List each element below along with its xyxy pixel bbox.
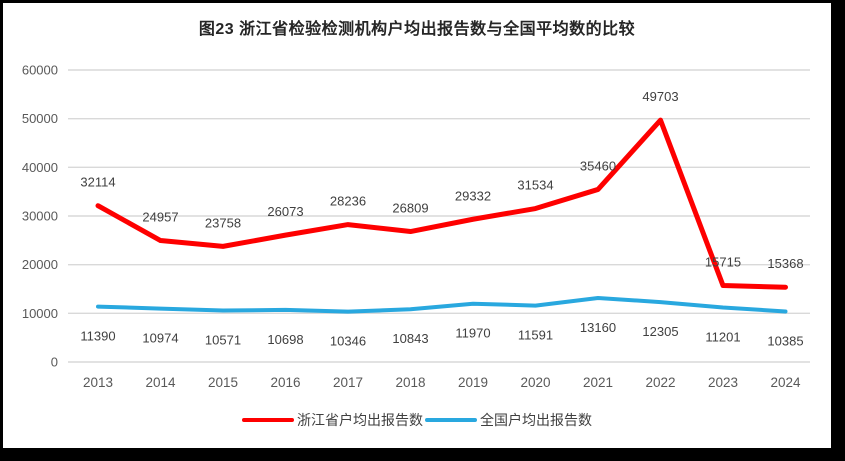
y-tick-label: 30000	[22, 209, 58, 224]
x-tick-label: 2016	[270, 375, 300, 390]
data-label: 28236	[330, 194, 366, 209]
data-label: 29332	[455, 188, 491, 203]
x-tick-label: 2020	[520, 375, 550, 390]
data-label: 10346	[330, 334, 366, 349]
data-label: 10385	[767, 333, 803, 348]
data-label: 11201	[705, 329, 740, 344]
data-label: 10698	[267, 332, 303, 347]
y-tick-label: 60000	[22, 63, 58, 78]
data-label: 49703	[642, 89, 678, 104]
legend-label-zhejiang: 浙江省户均出报告数	[297, 412, 423, 428]
legend-swatch-zhejiang-icon	[242, 418, 294, 422]
chart-legend: 浙江省户均出报告数 全国户均出报告数	[3, 410, 831, 430]
series-line-national	[96, 295, 788, 314]
x-tick-label: 2023	[708, 375, 738, 390]
x-tick-label: 2014	[145, 375, 176, 390]
data-label: 15368	[767, 256, 803, 271]
y-tick-label: 50000	[22, 111, 58, 126]
chart-container: 图23 浙江省检验检测机构户均出报告数与全国平均数的比较 0 10000 20000…	[3, 3, 831, 448]
data-label: 10843	[392, 331, 428, 346]
y-tick-label: 10000	[22, 306, 58, 321]
data-label: 13160	[580, 320, 616, 335]
y-tick-label: 40000	[22, 160, 58, 175]
x-tick-label: 2021	[583, 375, 613, 390]
data-label: 24957	[142, 210, 178, 225]
legend-item-national: 全国户均出报告数	[425, 410, 592, 430]
data-label: 12305	[642, 324, 678, 339]
series-line-zhejiang	[95, 117, 788, 290]
legend-label-national: 全国户均出报告数	[480, 412, 592, 428]
data-label: 32114	[80, 175, 115, 190]
data-label: 35460	[580, 158, 616, 173]
chart-title: 图23 浙江省检验检测机构户均出报告数与全国平均数的比较	[198, 21, 636, 38]
data-label: 26073	[267, 204, 303, 219]
y-tick-label: 0	[51, 355, 58, 370]
data-label: 26809	[392, 201, 428, 216]
data-label: 10974	[142, 331, 178, 346]
legend-item-zhejiang: 浙江省户均出报告数	[242, 410, 423, 430]
data-label: 23758	[205, 215, 241, 230]
x-tick-label: 2024	[770, 375, 801, 390]
data-label: 11591	[518, 328, 553, 343]
y-tick-label: 20000	[22, 257, 58, 272]
data-label: 15715	[705, 255, 741, 270]
x-tick-label: 2018	[395, 375, 425, 390]
line-chart-plot: 0 10000 20000 30000 40000 50000 60000 2013 2014 2…	[22, 63, 810, 390]
data-label: 11390	[80, 329, 115, 344]
data-label: 10571	[205, 333, 241, 348]
data-label: 31534	[517, 178, 553, 193]
data-label: 11970	[455, 326, 490, 341]
x-tick-label: 2019	[458, 375, 488, 390]
x-tick-label: 2022	[645, 375, 675, 390]
x-tick-label: 2013	[83, 375, 113, 390]
x-tick-label: 2015	[208, 375, 238, 390]
legend-swatch-national-icon	[425, 418, 477, 422]
x-tick-label: 2017	[333, 375, 363, 390]
